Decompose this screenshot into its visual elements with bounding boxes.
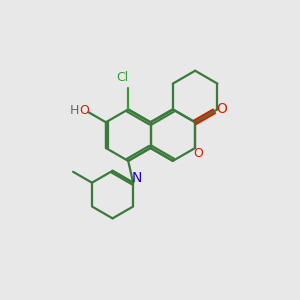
- Text: O: O: [217, 102, 227, 116]
- Text: H: H: [70, 104, 80, 117]
- Text: Cl: Cl: [116, 71, 128, 84]
- Text: N: N: [132, 171, 142, 185]
- Text: O: O: [79, 104, 89, 117]
- Text: O: O: [193, 148, 203, 160]
